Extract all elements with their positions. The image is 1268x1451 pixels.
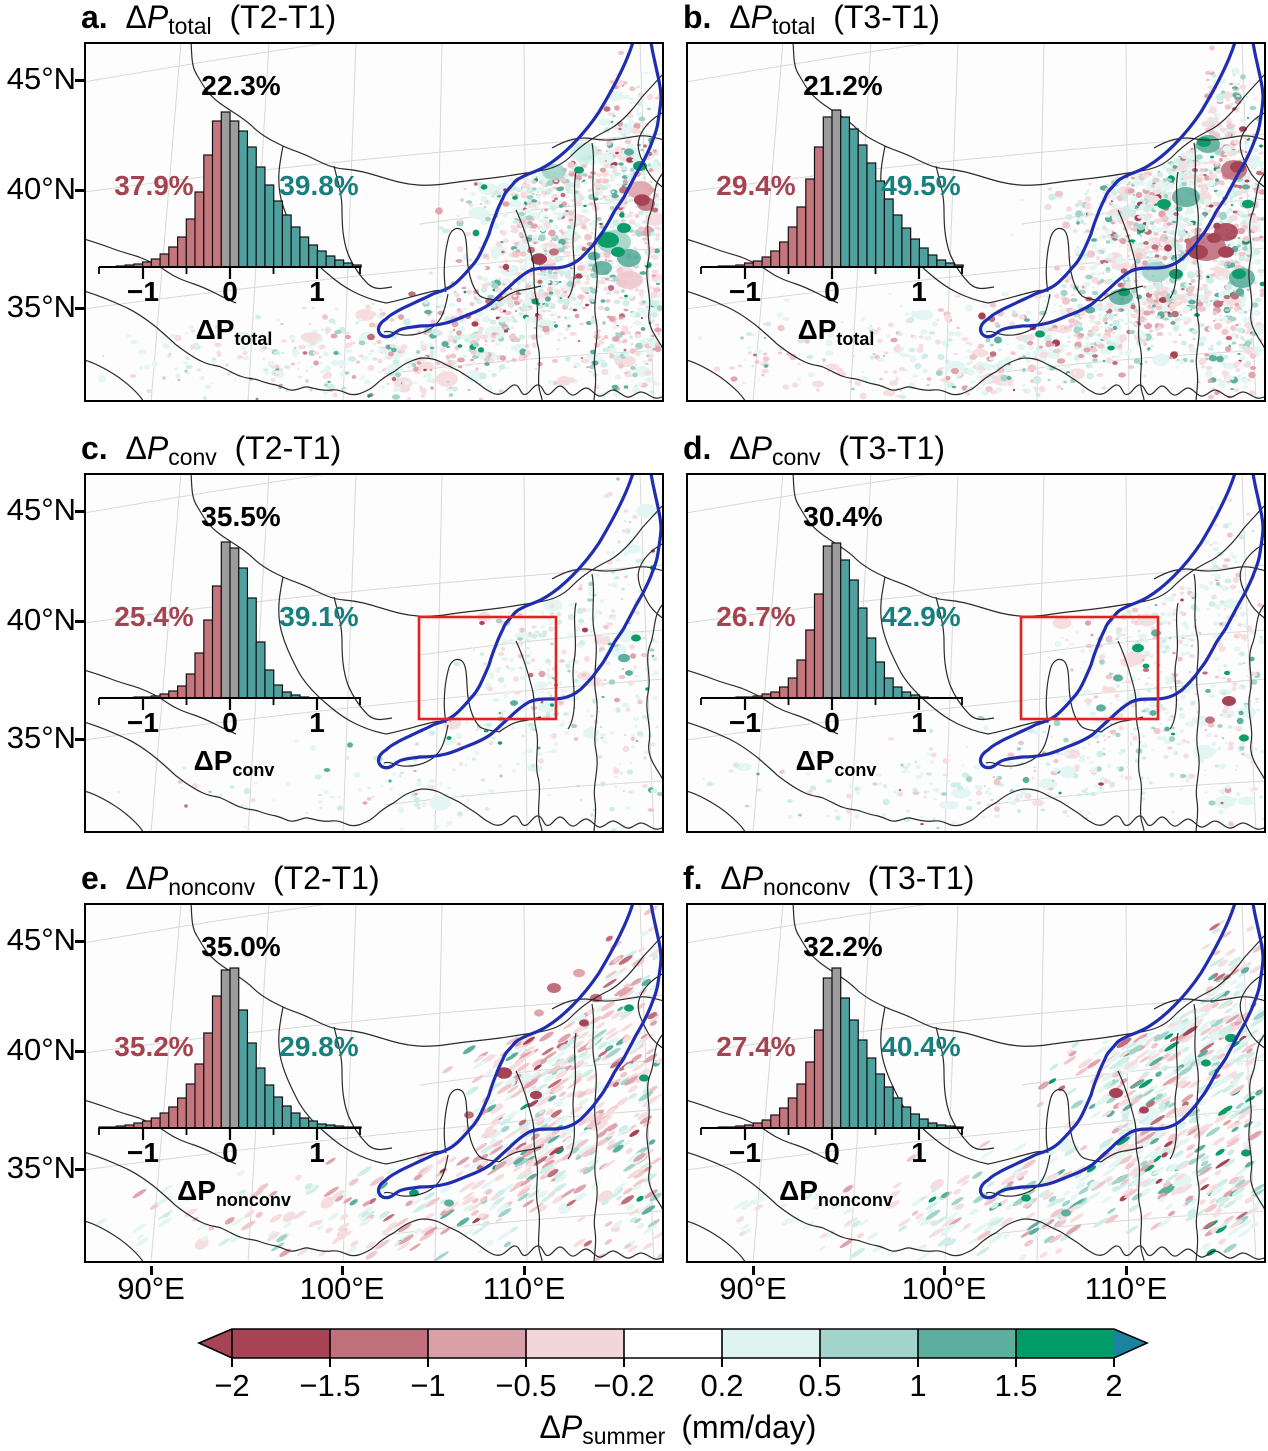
svg-text:22.3%: 22.3%	[201, 70, 280, 101]
svg-text:0: 0	[222, 276, 238, 307]
svg-text:37.9%: 37.9%	[114, 170, 193, 201]
svg-text:29.4%: 29.4%	[716, 170, 795, 201]
svg-text:39.8%: 39.8%	[279, 170, 358, 201]
svg-text:49.5%: 49.5%	[881, 170, 960, 201]
svg-text:−1: −1	[127, 276, 159, 307]
svg-text:ΔPconv: ΔPconv	[193, 745, 274, 780]
svg-text:1: 1	[309, 707, 325, 738]
svg-text:−1: −1	[729, 276, 761, 307]
svg-text:0: 0	[824, 276, 840, 307]
svg-text:ΔPtotal: ΔPtotal	[195, 314, 272, 349]
svg-text:39.1%: 39.1%	[279, 601, 358, 632]
svg-text:−1: −1	[127, 707, 159, 738]
svg-text:1: 1	[911, 276, 927, 307]
svg-text:0: 0	[222, 707, 238, 738]
svg-text:35.5%: 35.5%	[201, 501, 280, 532]
svg-text:25.4%: 25.4%	[114, 601, 193, 632]
svg-text:21.2%: 21.2%	[803, 70, 882, 101]
svg-text:1: 1	[309, 276, 325, 307]
